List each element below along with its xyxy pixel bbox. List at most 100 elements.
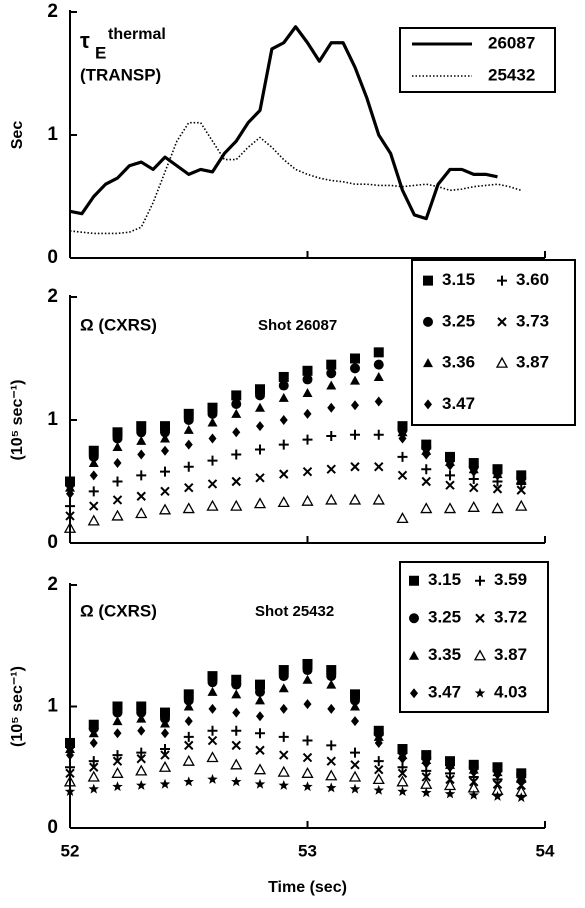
marker [421, 476, 431, 487]
legend-swatch [497, 317, 507, 327]
marker [112, 716, 123, 726]
marker [66, 750, 74, 761]
legend-box [411, 259, 576, 426]
marker [372, 493, 385, 505]
marker [327, 402, 336, 413]
legend-swatch [410, 688, 418, 699]
legend-label: 3.36 [442, 353, 475, 372]
marker [66, 488, 74, 499]
y-tick-label: 1 [47, 696, 58, 717]
marker [255, 384, 265, 395]
marker [207, 677, 218, 688]
marker [207, 735, 218, 746]
marker [350, 695, 360, 706]
marker [231, 390, 242, 401]
marker [396, 775, 409, 787]
marker [421, 464, 432, 475]
marker [255, 745, 265, 755]
marker [492, 790, 503, 801]
marker [136, 754, 146, 764]
marker [112, 750, 123, 761]
legend-box [399, 561, 549, 713]
marker [112, 427, 123, 438]
marker [231, 776, 242, 787]
marker [207, 773, 218, 784]
marker [398, 433, 407, 444]
marker [302, 735, 313, 746]
marker [397, 427, 408, 437]
marker [64, 786, 76, 796]
marker [278, 380, 289, 391]
marker [468, 771, 479, 782]
legend-label: 3.47 [428, 683, 461, 702]
y-tick-label: 0 [47, 817, 58, 838]
marker [112, 781, 123, 792]
annotation-note: (TRANSP) [80, 65, 161, 84]
marker [161, 445, 169, 456]
marker [182, 754, 195, 766]
marker [207, 417, 218, 427]
marker [301, 766, 314, 778]
marker [184, 482, 194, 493]
line-series [69, 25, 498, 221]
marker [374, 764, 384, 775]
marker [88, 451, 99, 462]
marker [327, 703, 336, 714]
marker [278, 371, 289, 382]
marker [136, 713, 147, 723]
annotation-symbol: τ [80, 28, 90, 53]
marker [136, 779, 147, 790]
marker [278, 439, 289, 450]
marker [207, 725, 218, 736]
marker [277, 765, 290, 777]
marker [183, 776, 194, 787]
marker [136, 747, 147, 758]
marker [516, 792, 527, 803]
marker [445, 768, 455, 779]
marker [302, 665, 313, 676]
marker [136, 491, 146, 501]
legend-label: 3.73 [516, 311, 549, 330]
marker [231, 689, 242, 699]
marker [136, 707, 147, 718]
legend-label: 3.60 [516, 270, 549, 289]
marker [397, 786, 408, 796]
legend-swatch [409, 650, 419, 660]
marker [373, 429, 384, 440]
legend-box [399, 27, 556, 93]
marker [159, 778, 171, 789]
legend-label: 25432 [488, 65, 535, 84]
marker [160, 421, 170, 432]
marker [88, 486, 99, 497]
marker [445, 480, 455, 490]
marker [158, 760, 172, 772]
marker [255, 728, 265, 739]
marker [325, 769, 338, 781]
marker [207, 671, 218, 682]
marker [516, 485, 526, 495]
marker [88, 756, 99, 767]
marker [372, 773, 385, 785]
marker [137, 449, 146, 460]
marker [65, 501, 75, 512]
marker [207, 455, 218, 466]
marker [160, 718, 170, 728]
marker [302, 752, 313, 763]
marker [160, 486, 170, 497]
marker [279, 750, 289, 760]
marker [65, 762, 75, 773]
marker [302, 658, 313, 669]
marker [492, 484, 503, 494]
marker [111, 766, 124, 778]
marker [160, 750, 170, 760]
marker [446, 460, 454, 471]
line-series [69, 121, 522, 235]
legend-swatch [409, 575, 419, 586]
marker [232, 427, 241, 438]
marker [302, 781, 313, 792]
marker [88, 445, 99, 456]
marker [208, 433, 217, 444]
marker [326, 671, 337, 682]
marker [279, 415, 288, 425]
legend-label: 3.72 [494, 608, 527, 627]
